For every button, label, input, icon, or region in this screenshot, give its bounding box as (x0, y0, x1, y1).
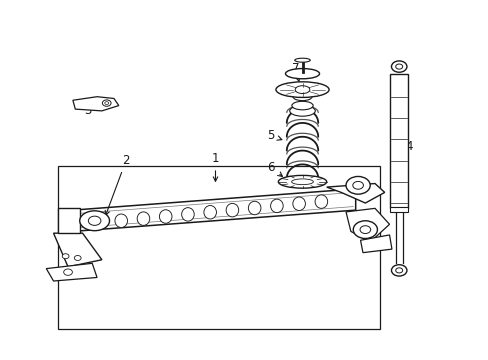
Bar (389, 207, 407, 212)
Circle shape (62, 254, 69, 259)
Ellipse shape (115, 214, 127, 228)
Polygon shape (360, 235, 391, 253)
Text: 6: 6 (267, 161, 282, 176)
Ellipse shape (248, 201, 261, 215)
Ellipse shape (291, 101, 312, 110)
Ellipse shape (275, 82, 328, 98)
Circle shape (391, 265, 406, 276)
Circle shape (102, 100, 111, 106)
Ellipse shape (295, 86, 309, 94)
Ellipse shape (225, 203, 238, 217)
Ellipse shape (159, 210, 172, 223)
Ellipse shape (314, 195, 327, 208)
Bar (58, 166, 379, 329)
Polygon shape (46, 263, 97, 281)
Polygon shape (326, 184, 384, 203)
Bar (389, 74, 407, 208)
Circle shape (359, 226, 370, 234)
Polygon shape (73, 189, 355, 231)
Text: 2: 2 (105, 154, 129, 215)
Polygon shape (73, 97, 119, 111)
Circle shape (74, 256, 81, 260)
Ellipse shape (278, 175, 326, 188)
Circle shape (352, 221, 377, 238)
Ellipse shape (292, 93, 311, 100)
Circle shape (63, 269, 72, 275)
Polygon shape (346, 208, 389, 242)
Text: 1: 1 (211, 152, 219, 181)
Text: 7: 7 (291, 62, 299, 81)
Ellipse shape (88, 216, 101, 225)
Polygon shape (58, 208, 80, 233)
Circle shape (395, 268, 402, 273)
Ellipse shape (346, 176, 369, 194)
Ellipse shape (181, 208, 194, 221)
Ellipse shape (294, 58, 309, 62)
Ellipse shape (80, 211, 109, 231)
Ellipse shape (203, 206, 216, 219)
Text: 3: 3 (83, 101, 96, 117)
Ellipse shape (137, 212, 149, 225)
Text: 4: 4 (400, 140, 412, 197)
Ellipse shape (285, 68, 319, 79)
Ellipse shape (289, 105, 315, 116)
Text: 5: 5 (267, 129, 281, 142)
Ellipse shape (292, 197, 305, 211)
Circle shape (395, 64, 402, 69)
Ellipse shape (291, 179, 313, 185)
Circle shape (391, 61, 406, 72)
Circle shape (104, 102, 108, 104)
Polygon shape (53, 233, 102, 267)
Ellipse shape (352, 181, 363, 189)
Ellipse shape (270, 199, 283, 213)
